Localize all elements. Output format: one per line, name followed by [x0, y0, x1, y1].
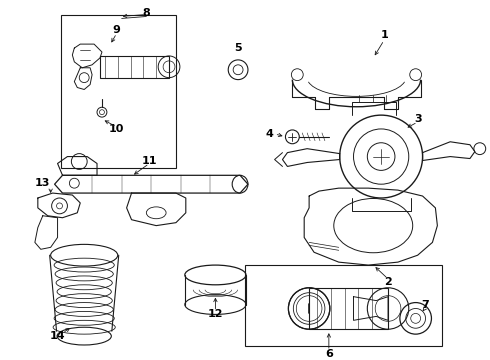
Text: 3: 3 — [414, 114, 421, 124]
Bar — [100, 56, 169, 78]
Bar — [245, 265, 442, 346]
Bar — [61, 15, 176, 168]
Text: 7: 7 — [422, 300, 429, 310]
Text: 12: 12 — [208, 309, 223, 319]
Text: 1: 1 — [380, 30, 388, 40]
Text: 9: 9 — [113, 25, 121, 35]
Text: 14: 14 — [50, 331, 65, 341]
Text: 6: 6 — [325, 349, 333, 359]
Text: 5: 5 — [234, 43, 242, 53]
Text: 2: 2 — [384, 277, 392, 287]
Text: 13: 13 — [35, 178, 50, 188]
Bar — [309, 288, 388, 329]
Text: 4: 4 — [266, 129, 273, 139]
Text: 10: 10 — [109, 124, 124, 134]
Text: 8: 8 — [143, 8, 150, 18]
Text: 11: 11 — [142, 156, 157, 166]
